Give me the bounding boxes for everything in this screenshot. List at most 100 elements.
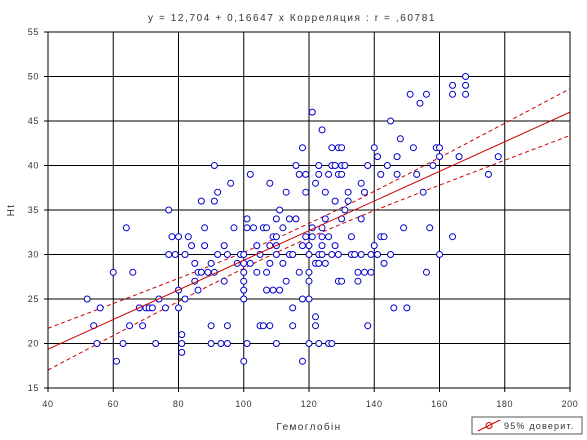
data-point — [178, 340, 186, 347]
data-point — [419, 188, 427, 196]
data-point — [393, 153, 401, 161]
data-point — [184, 233, 192, 241]
data-point — [406, 90, 414, 98]
data-point — [220, 242, 228, 250]
data-point — [305, 340, 313, 347]
legend: 95% доверит. — [471, 416, 583, 435]
data-point — [354, 277, 362, 285]
data-point — [318, 242, 326, 250]
y-tick-label: 50 — [28, 72, 39, 82]
data-point — [328, 340, 336, 347]
data-point — [357, 215, 365, 223]
data-point — [374, 251, 382, 258]
data-point — [285, 215, 293, 223]
data-point — [331, 197, 339, 205]
data-point — [168, 233, 176, 241]
data-point — [298, 242, 306, 250]
data-point — [223, 251, 231, 258]
data-point — [321, 188, 329, 196]
axis-ticks: 40 60 80 100 120 140 160 180 200 15 20 25 30 35 40 45 50… — [28, 27, 579, 409]
data-point — [393, 170, 401, 178]
data-point — [426, 224, 434, 232]
data-point — [83, 295, 91, 303]
data-point — [243, 215, 251, 223]
data-point — [282, 188, 290, 196]
data-point — [380, 259, 388, 267]
data-point — [360, 188, 368, 196]
data-point — [295, 170, 303, 178]
data-point — [272, 233, 280, 241]
data-point — [422, 90, 430, 98]
data-point — [364, 162, 372, 169]
data-point — [207, 259, 215, 267]
data-point — [351, 251, 359, 258]
data-point — [272, 340, 280, 347]
data-point — [360, 268, 368, 276]
x-tick-label: 60 — [108, 399, 119, 409]
y-tick-label: 25 — [28, 294, 39, 304]
data-point — [289, 322, 297, 330]
data-point — [250, 224, 258, 232]
y-tick-label: 40 — [28, 161, 39, 171]
data-point — [462, 73, 470, 80]
data-point — [455, 153, 463, 161]
y-tick-label: 20 — [28, 339, 39, 349]
data-point — [295, 268, 303, 276]
data-point — [266, 259, 274, 267]
data-point — [178, 348, 186, 356]
data-point — [357, 179, 365, 187]
data-point — [165, 251, 173, 258]
data-point — [191, 259, 199, 267]
data-point — [370, 242, 378, 250]
data-point — [325, 233, 333, 241]
data-point — [429, 162, 437, 169]
data-point — [312, 322, 320, 330]
data-point — [165, 206, 173, 214]
data-point — [279, 259, 287, 267]
legend-box — [471, 416, 583, 435]
regression — [47, 111, 571, 350]
data-point — [197, 268, 205, 276]
confidence-band-lower — [47, 135, 571, 371]
data-point — [263, 268, 271, 276]
data-point — [210, 197, 218, 205]
data-point — [207, 322, 215, 330]
data-point — [119, 340, 127, 347]
y-tick-label: 35 — [28, 205, 39, 215]
data-point — [204, 268, 212, 276]
data-point — [282, 277, 290, 285]
data-point — [321, 259, 329, 267]
y-tick-label: 30 — [28, 250, 39, 260]
data-point — [253, 242, 261, 250]
x-tick-label: 200 — [562, 399, 579, 409]
data-point — [357, 251, 365, 258]
data-point — [214, 188, 222, 196]
data-point — [298, 357, 306, 365]
data-point — [197, 197, 205, 205]
data-point — [129, 268, 137, 276]
chart-title: y = 12,704 + 0,16647 x Корреляция : r = … — [148, 13, 436, 24]
y-tick-label: 55 — [28, 27, 39, 37]
data-point — [403, 304, 411, 312]
data-point — [240, 251, 248, 258]
data-point — [266, 322, 274, 330]
data-point — [334, 251, 342, 258]
data-point — [269, 286, 277, 294]
data-point — [308, 233, 316, 241]
data-point — [243, 340, 251, 347]
data-point — [253, 268, 261, 276]
data-point — [188, 242, 196, 250]
data-point — [374, 153, 382, 161]
data-point — [318, 251, 326, 258]
data-point — [312, 179, 320, 187]
data-point — [364, 322, 372, 330]
x-tick-label: 180 — [496, 399, 513, 409]
data-point — [175, 304, 182, 312]
y-tick-label: 45 — [28, 116, 39, 126]
data-point — [289, 251, 297, 258]
x-axis-label: Гемоглобін — [276, 421, 341, 433]
data-point — [223, 322, 231, 330]
data-point — [302, 233, 310, 241]
data-point — [400, 224, 408, 232]
